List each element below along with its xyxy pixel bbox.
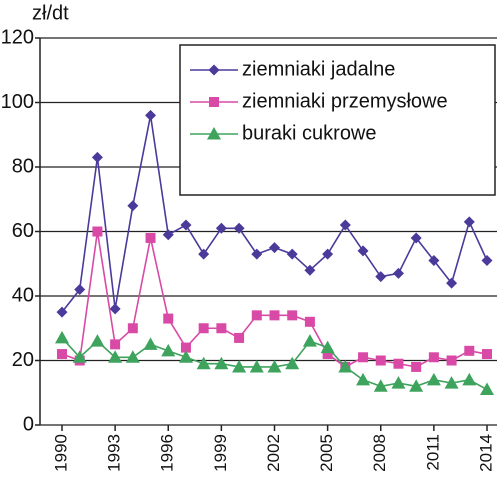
legend-label: ziemniaki jadalne: [242, 58, 395, 80]
marker: [249, 359, 264, 373]
marker: [180, 342, 191, 353]
marker: [358, 352, 369, 363]
marker: [285, 356, 300, 370]
x-tick-label: 2011: [423, 434, 442, 471]
y-tick-label: 0: [23, 413, 34, 435]
marker: [269, 310, 280, 321]
marker: [90, 334, 105, 347]
x-tick-label: 1993: [105, 434, 124, 472]
y-tick-label: 100: [1, 91, 34, 113]
marker: [446, 355, 457, 366]
legend-label: ziemniaki przemysłowe: [242, 90, 448, 112]
marker: [143, 337, 158, 350]
marker: [375, 355, 386, 366]
marker: [481, 255, 493, 267]
marker: [161, 343, 176, 357]
marker: [320, 340, 335, 354]
marker: [373, 379, 388, 392]
marker: [410, 232, 422, 244]
marker: [163, 313, 174, 324]
marker: [428, 255, 440, 267]
y-tick-label: 60: [12, 220, 34, 242]
marker: [208, 64, 220, 76]
marker: [426, 372, 441, 386]
marker: [108, 350, 123, 363]
y-tick-label: 20: [12, 349, 34, 371]
marker: [198, 323, 209, 334]
marker: [409, 379, 424, 392]
marker: [207, 127, 221, 140]
x-tick-label: 1990: [51, 434, 70, 472]
marker: [462, 372, 477, 386]
marker: [216, 323, 227, 334]
marker: [214, 356, 229, 370]
legend: ziemniaki jadalne ziemniaki przemysłowe bu…: [179, 44, 496, 196]
marker: [286, 248, 298, 260]
x-tick-label: 2008: [370, 434, 389, 472]
marker: [125, 350, 140, 363]
marker: [411, 361, 422, 372]
marker: [393, 358, 404, 369]
marker: [267, 359, 282, 373]
marker: [322, 349, 333, 360]
marker: [391, 376, 406, 389]
marker: [162, 229, 174, 241]
marker: [110, 339, 121, 350]
y-tick-label: 40: [12, 284, 34, 306]
marker: [251, 248, 263, 260]
marker: [74, 284, 86, 296]
marker: [464, 345, 475, 356]
marker: [56, 306, 68, 318]
marker: [446, 277, 458, 289]
marker: [127, 323, 138, 334]
marker: [428, 352, 439, 363]
marker: [209, 97, 219, 107]
y-tick-label: 120: [1, 26, 34, 48]
marker: [180, 219, 192, 231]
marker: [357, 245, 369, 257]
marker: [392, 267, 404, 279]
marker: [178, 350, 193, 363]
marker: [356, 372, 371, 386]
x-tick-label: 1996: [158, 434, 177, 472]
marker: [463, 216, 475, 228]
marker: [145, 109, 157, 121]
marker: [196, 356, 211, 370]
marker: [339, 219, 351, 231]
y-tick-label: 80: [12, 155, 34, 177]
marker: [287, 310, 298, 321]
y-axis-label: zł/dt: [32, 2, 69, 24]
marker: [198, 248, 210, 260]
marker: [234, 332, 245, 343]
marker: [233, 222, 245, 234]
marker: [304, 316, 315, 327]
marker: [304, 264, 316, 276]
marker: [444, 376, 459, 389]
x-tick-label: 2014: [476, 434, 495, 472]
marker: [57, 349, 67, 360]
marker: [215, 222, 227, 234]
marker: [302, 334, 317, 347]
marker: [480, 382, 494, 396]
x-tick-label: 1999: [211, 434, 230, 472]
x-tick-label: 2002: [264, 434, 283, 472]
legend-label: buraki cukrowe: [242, 122, 377, 144]
marker: [251, 310, 262, 321]
marker: [322, 248, 334, 260]
marker: [232, 359, 247, 373]
marker: [92, 226, 103, 237]
marker: [482, 349, 492, 360]
marker: [375, 271, 387, 283]
marker: [55, 330, 69, 344]
marker: [109, 303, 121, 315]
x-tick-label: 2005: [317, 434, 336, 472]
marker: [127, 200, 139, 212]
marker: [145, 232, 156, 243]
marker: [269, 242, 280, 254]
marker: [91, 151, 103, 163]
marker: [338, 359, 353, 373]
marker: [72, 350, 87, 363]
